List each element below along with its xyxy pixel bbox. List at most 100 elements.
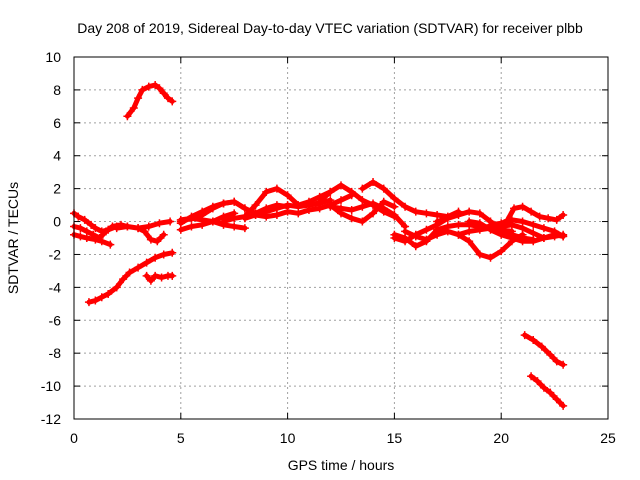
series-arc-b — [84, 248, 177, 307]
data-point — [97, 293, 106, 302]
data-point — [533, 377, 542, 386]
data-point — [390, 194, 399, 203]
data-point — [315, 197, 324, 206]
data-point — [559, 360, 568, 369]
series-layer — [70, 80, 568, 410]
data-point — [240, 224, 249, 233]
data-point — [198, 207, 207, 216]
data-point — [157, 273, 166, 282]
data-point — [159, 250, 168, 259]
series-line — [528, 373, 566, 409]
data-point — [454, 230, 463, 239]
data-point — [304, 206, 313, 215]
data-point — [390, 202, 399, 211]
data-point — [166, 217, 175, 226]
data-point — [144, 82, 153, 91]
data-point — [475, 225, 484, 234]
data-point — [219, 217, 228, 226]
data-point — [529, 220, 538, 229]
y-tick-labels: -12 -10 -8 -6 -4 -2 0 2 4 6 8 10 — [41, 49, 61, 427]
data-point — [159, 89, 168, 98]
data-point — [168, 271, 177, 280]
data-point — [168, 248, 177, 257]
chart-title: Day 208 of 2019, Sidereal Day-to-day VTE… — [77, 20, 583, 36]
series-arc-z — [497, 202, 568, 234]
series-arc-h — [134, 224, 168, 246]
data-point — [527, 372, 536, 381]
data-point — [142, 271, 151, 280]
y-axis-label: SDTVAR / TECUs — [5, 182, 21, 294]
data-point — [379, 184, 388, 193]
data-point — [369, 199, 378, 208]
data-point — [475, 209, 484, 218]
y-tick-label: 0 — [53, 214, 61, 230]
data-point — [507, 234, 516, 242]
data-point — [539, 383, 548, 392]
data-point — [358, 202, 367, 211]
data-point — [151, 253, 160, 262]
data-point — [123, 222, 132, 231]
data-point — [347, 214, 356, 223]
data-point — [518, 202, 527, 211]
data-point — [537, 342, 546, 351]
data-point — [272, 184, 281, 193]
series-arc-r — [326, 199, 410, 231]
data-point — [240, 214, 249, 223]
data-point — [106, 240, 115, 249]
data-point — [544, 214, 553, 223]
data-point — [262, 187, 271, 196]
data-point — [411, 232, 420, 241]
data-point — [465, 237, 474, 246]
grid — [74, 57, 608, 419]
data-point — [134, 224, 143, 233]
data-point — [552, 215, 561, 224]
y-tick-label: -2 — [49, 246, 62, 262]
data-point — [112, 224, 121, 233]
data-point — [520, 331, 529, 340]
data-point — [74, 212, 83, 221]
data-point — [146, 276, 155, 285]
data-point — [146, 235, 155, 244]
data-point — [129, 104, 138, 113]
data-point — [358, 184, 367, 193]
data-point — [89, 230, 98, 239]
data-point — [208, 217, 217, 226]
series-line — [253, 192, 355, 220]
y-tick-label: 8 — [53, 82, 61, 98]
data-point — [163, 94, 172, 103]
data-point — [112, 283, 121, 292]
data-point — [80, 215, 89, 224]
data-point — [176, 219, 185, 228]
data-point — [401, 237, 410, 246]
series-arc-aa — [486, 215, 568, 241]
data-point — [559, 232, 568, 241]
data-point — [272, 210, 281, 219]
data-point — [91, 224, 100, 233]
series-line — [434, 209, 536, 243]
data-point — [529, 336, 538, 345]
data-point — [76, 232, 85, 241]
data-point — [411, 207, 420, 216]
series-arc-c — [142, 271, 177, 285]
data-point — [251, 201, 260, 210]
plot-frame — [73, 56, 609, 420]
data-point — [337, 181, 345, 190]
data-point — [507, 215, 516, 224]
data-point — [262, 212, 271, 221]
data-point — [326, 202, 335, 211]
data-point — [379, 204, 388, 213]
data-point — [369, 178, 378, 187]
data-point — [187, 222, 196, 231]
data-point — [422, 235, 431, 244]
data-point — [497, 219, 506, 228]
x-tick-label: 25 — [600, 430, 616, 446]
data-point — [155, 219, 164, 228]
data-point — [433, 217, 442, 226]
data-point — [535, 212, 544, 221]
data-point — [465, 227, 474, 236]
data-point — [347, 206, 356, 215]
data-point — [539, 224, 548, 233]
y-tick-label: -10 — [41, 378, 61, 394]
data-point — [219, 199, 228, 208]
